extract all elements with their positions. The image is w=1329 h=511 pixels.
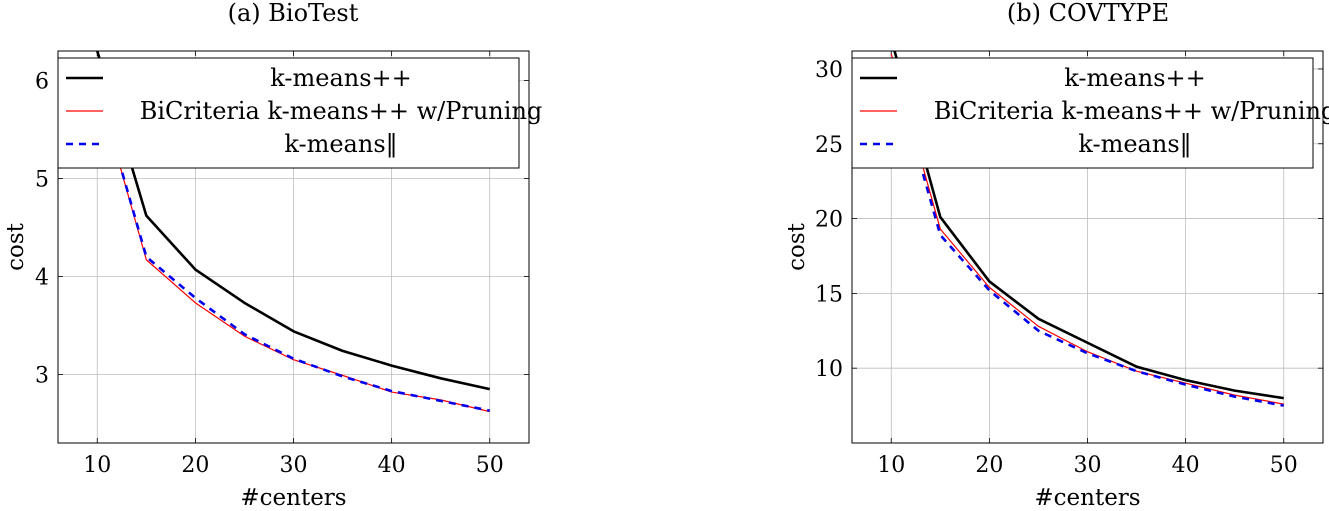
x-tick-label: 10 [83,453,111,478]
x-axis-label: #centers [240,485,346,511]
x-tick-label: 20 [975,453,1003,478]
x-tick-label: 30 [1074,453,1102,478]
series-line-2 [890,53,1284,405]
x-axis-label: #centers [1034,485,1140,511]
legend: k-means++ BiCriteria k-means++ w/Pruning k… [851,57,1329,169]
y-axis-label: cost [3,222,29,271]
legend: k-means++ BiCriteria k-means++ w/Pruning k… [57,57,543,169]
chart-panel-2: (b) COVTYPE 10 20 30 40 50 10 15 20 25 30 #centers c… [784,0,1329,511]
legend-label-2: BiCriteria k-means++ w/Pruning [934,97,1329,125]
legend-label-1: k-means++ [270,64,412,92]
legend-label-1: k-means++ [1064,64,1206,92]
legend-label-2: BiCriteria k-means++ w/Pruning [140,97,543,125]
chart-title: (b) COVTYPE [1007,0,1169,27]
y-tick-label: 5 [35,167,49,192]
series-line-3 [889,61,1284,407]
x-tick-label: 40 [1172,453,1200,478]
legend-label-3: k-means‖ [284,130,397,159]
x-tick-label: 20 [181,453,209,478]
x-tick-label: 40 [378,453,406,478]
series-line-3 [96,84,491,412]
y-axis-label: cost [784,222,810,271]
x-tick-label: 30 [280,453,308,478]
y-tick-label: 20 [815,208,843,233]
y-tick-label: 3 [35,363,49,388]
y-tick-label: 6 [35,69,49,94]
y-tick-label: 10 [815,357,843,382]
plot-frame [57,50,530,444]
series-group [889,51,1284,407]
y-tick-label: 25 [815,133,843,158]
series-line-1 [893,51,1284,400]
x-tick-label: 50 [1270,453,1298,478]
legend-label-3: k-means‖ [1078,130,1191,159]
plot-frame [851,50,1324,444]
chart-panel-1: (a) BioTest 10 20 30 40 50 3 4 5 6 #centers cost k-m… [3,0,542,511]
x-tick-label: 10 [877,453,905,478]
legend-box [851,57,1314,169]
y-tick-label: 30 [815,58,843,83]
legend-box [57,57,520,169]
series-group [96,51,491,413]
y-tick-label: 15 [815,282,843,307]
x-tick-label: 50 [476,453,504,478]
series-line-1 [96,51,491,391]
chart-title: (a) BioTest [228,0,359,27]
y-tick-label: 4 [35,265,49,290]
